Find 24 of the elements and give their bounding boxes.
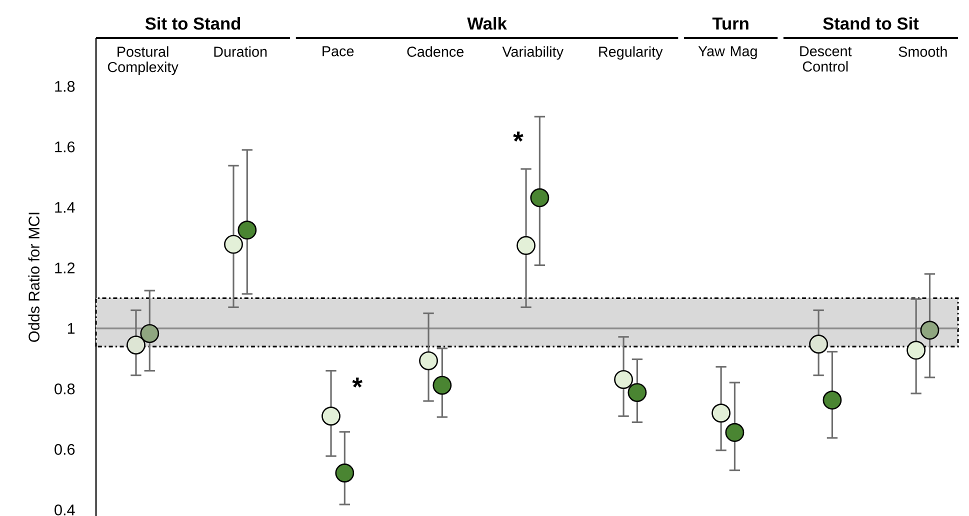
annotation: *: [513, 132, 524, 142]
annotation: *: [352, 378, 363, 388]
x-tick-label: Smooth: [898, 46, 947, 57]
x-tick-label: Duration: [214, 46, 267, 57]
y-tick-label: 1.4: [55, 202, 75, 213]
x-tick-label: Cadence: [407, 46, 464, 57]
x-tick-label: Pace: [322, 46, 354, 56]
text: Stand to Sit: [823, 16, 919, 30]
y-tick-label: 1.2: [55, 262, 75, 274]
y-tick-label: 1.8: [55, 80, 75, 92]
x-tick-label: Yaw Mag: [698, 46, 757, 60]
y-tick-label: 1.6: [55, 141, 75, 152]
text: Walk: [467, 16, 507, 30]
text: Turn: [712, 18, 748, 30]
x-tick-label: Postural Complexity: [108, 46, 178, 76]
y-tick-label: 1: [68, 323, 75, 334]
y-tick-label: 0.8: [54, 383, 75, 394]
x-tick-label: Descent Control: [800, 46, 852, 72]
y-tick-label: 0.6: [54, 444, 75, 455]
y-axis-title: Odds Ratio for MCI: [28, 212, 40, 342]
y-tick-label: 0.4: [54, 504, 75, 516]
text: Sit to Stand: [145, 16, 240, 30]
x-tick-label: Variability: [502, 46, 564, 60]
x-tick-label: Regularity: [599, 46, 663, 60]
